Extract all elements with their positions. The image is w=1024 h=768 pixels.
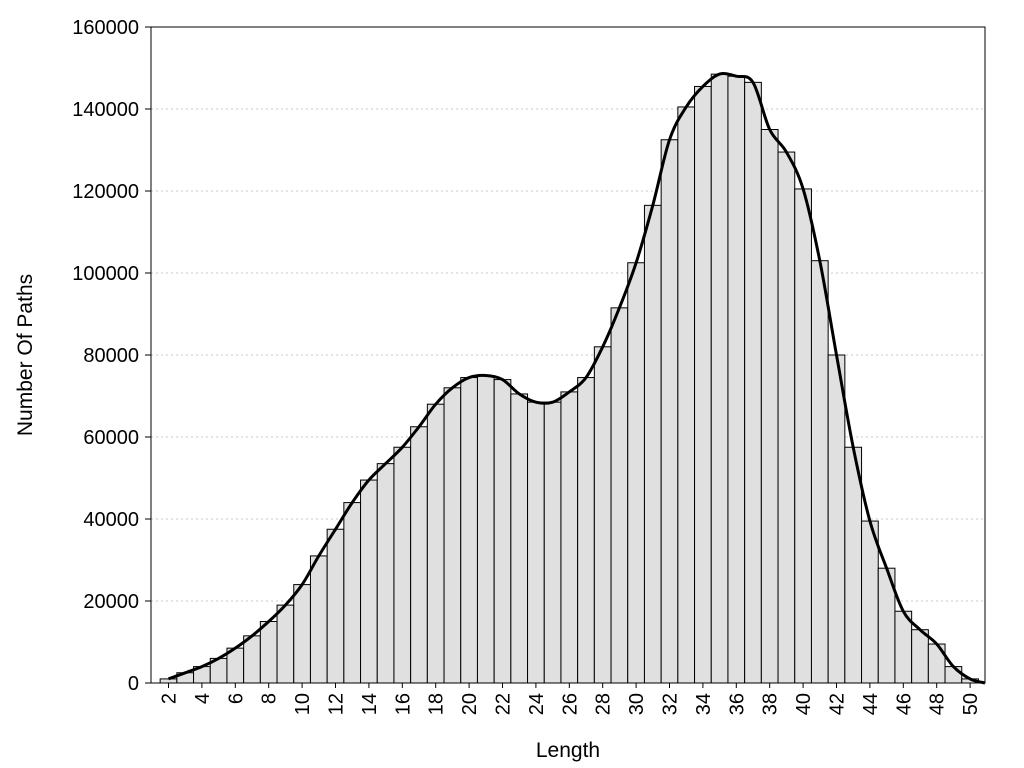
histogram-bar (944, 666, 963, 684)
x-tick-label: 34 (693, 693, 715, 715)
x-tick-label: 16 (392, 693, 414, 715)
x-tick-label: 12 (326, 693, 348, 715)
histogram-bar (259, 621, 278, 684)
histogram-bar (360, 479, 378, 684)
histogram-bar (610, 307, 629, 684)
histogram-bar (844, 446, 863, 684)
x-tick-label: 8 (259, 693, 281, 704)
x-tick-label: 36 (726, 693, 748, 715)
x-tick-label: 18 (426, 693, 448, 715)
x-tick-label: 20 (459, 693, 481, 715)
histogram-bar (577, 377, 595, 684)
histogram-bar (510, 393, 529, 684)
histogram-bar (593, 346, 612, 684)
histogram-bar (710, 73, 729, 684)
x-tick-label: 10 (292, 693, 314, 715)
histogram-bar (293, 584, 311, 684)
histogram-bar (911, 629, 929, 684)
histogram-bar (810, 260, 829, 684)
x-tick-label: 22 (493, 693, 515, 715)
x-tick-label: 46 (893, 693, 915, 715)
histogram-bar (643, 204, 662, 684)
histogram-bar (861, 520, 879, 684)
x-tick-label: 14 (359, 693, 381, 715)
histogram-bar (276, 604, 295, 684)
y-tick-label: 80000 (83, 345, 139, 367)
histogram-bar (460, 377, 478, 684)
histogram-bar (543, 401, 562, 684)
y-axis-title: Number Of Paths (14, 274, 37, 436)
x-tick-label: 24 (526, 693, 548, 715)
y-axis-ticks: 0 20000 40000 60000 80000 100000 120000 140000 1… (72, 17, 151, 695)
histogram-bar (243, 635, 261, 684)
histogram-bar (443, 387, 462, 684)
y-tick-label: 140000 (72, 99, 139, 121)
histogram-bar (777, 151, 796, 684)
y-tick-label: 160000 (72, 17, 139, 39)
histogram-bar (660, 139, 679, 684)
x-tick-label: 42 (827, 693, 849, 715)
histogram-bar (744, 81, 762, 684)
x-tick-label: 26 (559, 693, 581, 715)
y-tick-label: 100000 (72, 263, 139, 285)
histogram-bar (426, 403, 445, 684)
y-tick-label: 120000 (72, 181, 139, 203)
histogram-bar (527, 401, 545, 684)
density-curve (167, 72, 986, 685)
x-tick-label: 40 (793, 693, 815, 715)
bar-layer (159, 73, 979, 684)
x-tick-label: 4 (192, 693, 214, 704)
histogram-bar (727, 75, 746, 684)
histogram-bar (159, 678, 178, 684)
x-axis-title: Length (536, 739, 600, 762)
x-tick-label: 30 (626, 693, 648, 715)
x-tick-label: 38 (760, 693, 782, 715)
histogram-bar (476, 375, 495, 684)
x-tick-label: 6 (225, 693, 247, 704)
x-tick-label: 28 (593, 693, 615, 715)
histogram-bar (894, 610, 913, 684)
histogram-bar (309, 555, 328, 684)
histogram-bar (326, 528, 345, 684)
x-axis-ticks: 2 4 6 8 10 12 14 16 18 20 22 24 26 28 30 32 34 36 38 40 42 44… (159, 683, 982, 715)
x-tick-label: 48 (927, 693, 949, 715)
histogram-bar (493, 379, 512, 684)
histogram-bar (627, 262, 645, 684)
histogram-bar (343, 502, 362, 684)
histogram-bar (410, 426, 428, 684)
x-tick-label: 2 (159, 693, 181, 704)
y-tick-label: 0 (128, 673, 139, 695)
histogram-bar (827, 354, 846, 684)
x-tick-label: 32 (660, 693, 682, 715)
histogram-bar (376, 463, 395, 684)
histogram-bar (760, 129, 779, 684)
histogram-bar (677, 106, 696, 684)
histogram-bar (694, 85, 712, 684)
x-tick-label: 44 (860, 693, 882, 715)
y-tick-label: 20000 (83, 591, 139, 613)
y-tick-label: 60000 (83, 427, 139, 449)
histogram-bar (560, 391, 579, 684)
histogram-bar (393, 446, 412, 684)
y-tick-label: 40000 (83, 509, 139, 531)
x-tick-label: 50 (960, 693, 982, 715)
histogram-bar (794, 188, 812, 684)
